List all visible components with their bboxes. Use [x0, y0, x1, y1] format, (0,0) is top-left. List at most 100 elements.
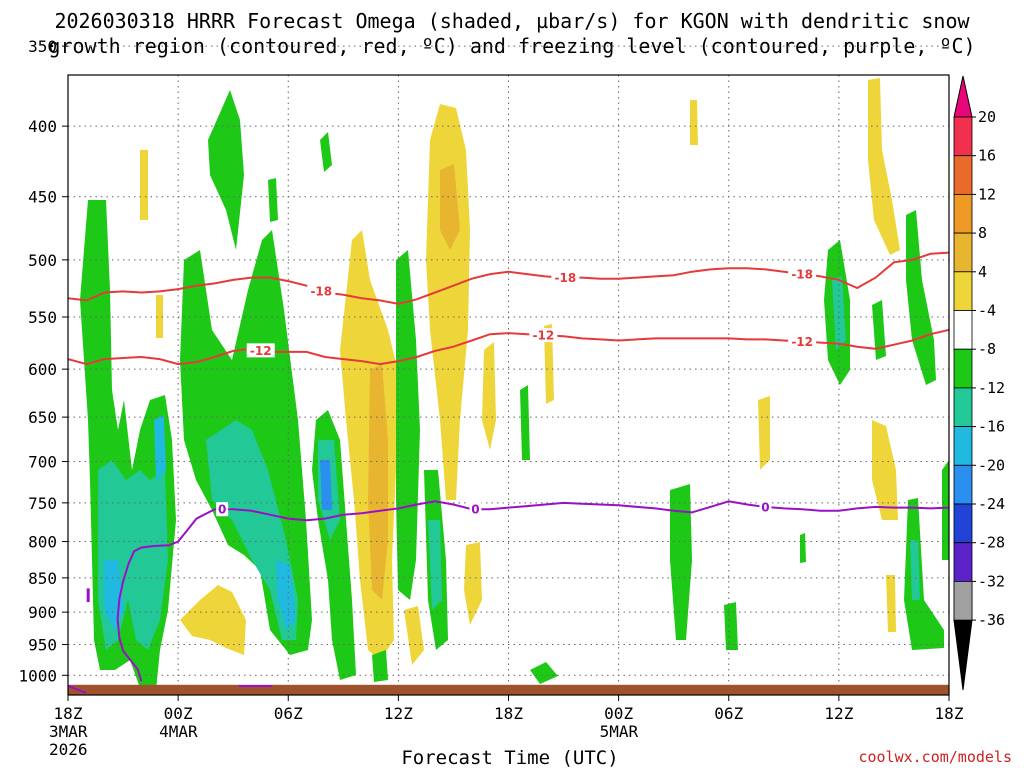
omega-region-yellow: [872, 420, 898, 520]
colorbar-label: -28: [978, 534, 1005, 552]
omega-region-yellow: [758, 396, 770, 470]
colorbar-label: 12: [978, 185, 996, 203]
omega-region-yellow: [544, 324, 554, 404]
contour-label-dgz_-18: -18: [791, 268, 813, 282]
omega-region-yellow: [404, 606, 424, 665]
omega-region-yellow: [464, 542, 482, 625]
x-tick-label: 06Z: [274, 704, 303, 723]
x-tick-date-label: 5MAR: [600, 722, 639, 741]
credit-text: coolwx.com/models: [858, 748, 1012, 766]
contour-label-bg: [216, 502, 229, 517]
omega-region-green: [942, 460, 949, 560]
omega-region-green: [904, 498, 944, 650]
colorbar-swatch: [953, 464, 973, 505]
y-tick-label: 550: [28, 308, 57, 327]
contour-label-bg: [551, 270, 580, 285]
x-tick-label: 06Z: [714, 704, 743, 723]
omega-region-yellow: [690, 100, 698, 145]
y-tick-label: 800: [28, 533, 57, 552]
omega-region-green: [530, 662, 558, 684]
omega-region-green: [872, 300, 886, 360]
x-axis-title: Forecast Time (UTC): [401, 747, 618, 768]
x-tick-label: 12Z: [824, 704, 853, 723]
omega-region-green: [208, 90, 244, 250]
y-tick-label: 400: [28, 117, 57, 136]
omega-region-green: [520, 385, 530, 460]
omega-region-green: [372, 650, 388, 682]
x-tick-date-label: 4MAR: [159, 722, 198, 741]
omega-region-yellow: [426, 104, 470, 500]
colorbar-bottom-arrow: [953, 619, 973, 691]
y-tick-label: 600: [28, 360, 57, 379]
omega-region-cyan: [320, 460, 332, 510]
terrain-strip: [68, 684, 949, 695]
contour-label-freezing_level: 0: [761, 500, 769, 514]
contour-label-dgz_-12: -12: [250, 344, 272, 358]
x-tick-label: 18Z: [494, 704, 523, 723]
omega-region-yellow: [886, 575, 896, 632]
contour-label-bg: [788, 267, 817, 282]
colorbar: 20 16 12 8 4 -4 -8 -12 -16 -20 -24 -28 -32 -36: [953, 75, 1005, 691]
colorbar-swatch: [953, 271, 973, 311]
chart-title-line2: growth region (contoured, red, ºC) and f…: [48, 34, 975, 58]
colorbar-swatch: [953, 542, 973, 582]
colorbar-label: -32: [978, 572, 1005, 590]
x-tick-date-label: 3MAR: [49, 722, 88, 741]
contour-label-freezing_level: 0: [471, 503, 479, 517]
colorbar-label: 8: [978, 224, 987, 242]
colorbar-swatch: [953, 348, 973, 389]
contour-label-bg: [469, 502, 482, 517]
colorbar-label: -24: [978, 495, 1005, 513]
colorbar-label: -16: [978, 418, 1005, 436]
contour-label-bg: [246, 343, 275, 358]
omega-region-green: [906, 210, 936, 385]
omega-shading: [80, 78, 949, 690]
colorbar-label: -12: [978, 379, 1005, 397]
omega-region-green: [268, 178, 278, 222]
colorbar-swatch: [953, 310, 973, 350]
x-tick-label: 18Z: [54, 704, 83, 723]
y-tick-label: 1000: [18, 666, 57, 685]
omega-region-green: [320, 132, 332, 172]
y-tick-label: 750: [28, 494, 57, 513]
x-tick-label: 00Z: [604, 704, 633, 723]
colorbar-top-arrow: [953, 75, 973, 118]
y-tick-label: 900: [28, 603, 57, 622]
y-tick-label: 850: [28, 569, 57, 588]
omega-region-teal: [206, 420, 298, 640]
omega-region-teal: [910, 540, 920, 600]
omega-region-green: [724, 602, 738, 650]
colorbar-label: -20: [978, 456, 1005, 474]
colorbar-label: -36: [978, 611, 1005, 629]
y-tick-label: 700: [28, 453, 57, 472]
contour-label-bg: [529, 328, 558, 343]
omega-region-green: [670, 484, 692, 640]
omega-region-yellow: [140, 150, 148, 220]
y-tick-label: 450: [28, 188, 57, 207]
y-axis: 2503003504004505005506006507007508008509…: [18, 37, 68, 685]
contour-freezing_level: [116, 500, 949, 682]
y-tick-label: 500: [28, 251, 57, 270]
y-tick-label: 650: [28, 408, 57, 427]
colorbar-label: 4: [978, 263, 987, 281]
contour-freezing-fragment: [68, 685, 87, 694]
colorbar-swatch: [953, 116, 973, 157]
contour-labels: -18 -18 -18 -12 -12 -12 0 0 0: [216, 267, 817, 517]
omega-region-yellow: [868, 78, 900, 255]
omega-region-orange: [440, 164, 460, 250]
x-tick-year-label: 2026: [49, 740, 88, 759]
grid-lines: [67, 45, 950, 695]
colorbar-label: -8: [978, 340, 996, 358]
colorbar-swatch: [953, 387, 973, 427]
y-tick-label: 350: [28, 37, 57, 56]
colorbar-label: -4: [978, 302, 996, 320]
colorbar-label: 16: [978, 147, 996, 165]
y-tick-label: 950: [28, 636, 57, 655]
contour-label-freezing_level: 0: [218, 503, 226, 517]
contour-label-bg: [307, 284, 336, 299]
colorbar-swatch: [953, 426, 973, 466]
contour-label-bg: [788, 334, 817, 349]
omega-region-green: [800, 533, 806, 563]
